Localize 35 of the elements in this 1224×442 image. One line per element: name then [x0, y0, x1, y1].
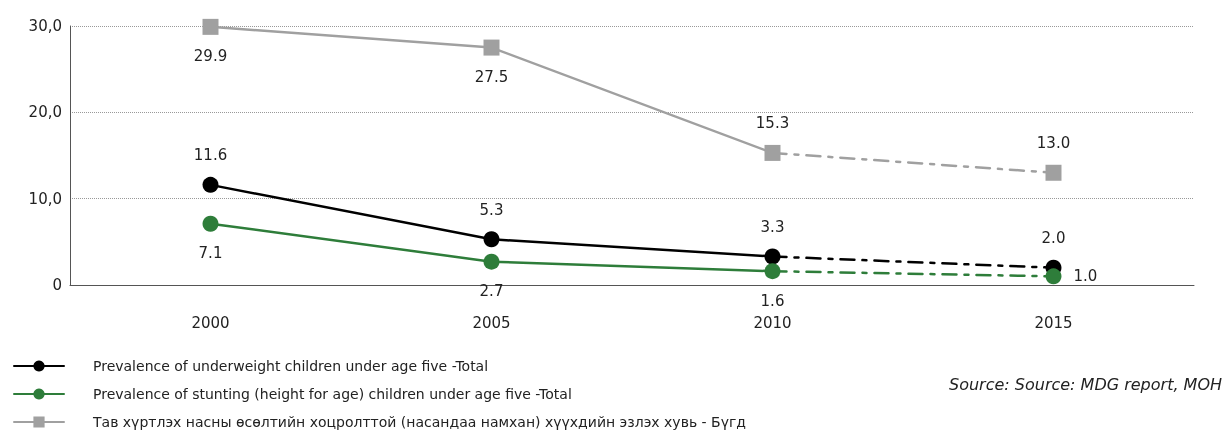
point — [483, 39, 500, 56]
data-label: 13.0 — [1036, 134, 1071, 153]
point — [764, 248, 781, 265]
data-label: 15.3 — [755, 114, 790, 133]
data-label: 2.7 — [479, 282, 504, 301]
point — [1045, 268, 1062, 285]
x-tick-label: 2005 — [472, 313, 511, 332]
data-label: 5.3 — [479, 200, 504, 219]
data-label: 29.9 — [193, 47, 228, 66]
point — [483, 231, 500, 248]
y-tick-label: 0 — [52, 276, 62, 294]
point — [764, 263, 781, 280]
legend-label: Prevalence of stunting (height for age) children under age five -Total — [93, 386, 572, 402]
source-note: Source: Source: MDG report, MOH — [949, 374, 1223, 394]
data-label: 1.6 — [760, 291, 785, 310]
data-label: 7.1 — [198, 244, 223, 263]
y-tick-label: 30,0 — [28, 17, 62, 35]
point — [1045, 164, 1062, 181]
y-tick-label: 10,0 — [28, 189, 62, 208]
legend-label: Prevalence of underweight children under age five -Total — [93, 358, 489, 374]
point — [202, 215, 219, 232]
point — [764, 144, 781, 161]
x-tick-label: 2010 — [753, 313, 792, 332]
data-label: 11.6 — [193, 146, 228, 165]
data-label: 3.3 — [760, 218, 785, 237]
point — [202, 176, 219, 193]
data-label: 1.0 — [1073, 267, 1098, 286]
x-tick-label: 2015 — [1034, 313, 1073, 332]
y-tick-label: 20,0 — [28, 103, 62, 122]
point — [202, 18, 219, 35]
x-tick-label: 2000 — [191, 313, 230, 332]
data-label: 2.0 — [1041, 229, 1066, 248]
data-label: 27.5 — [474, 68, 509, 87]
legend-label: Тав хүртлэх насны өсөлтийн хоцролттой (насандаа намхан) хүүхдийн эзлэх хувь - Бүгд — [92, 414, 747, 430]
point — [483, 253, 500, 270]
